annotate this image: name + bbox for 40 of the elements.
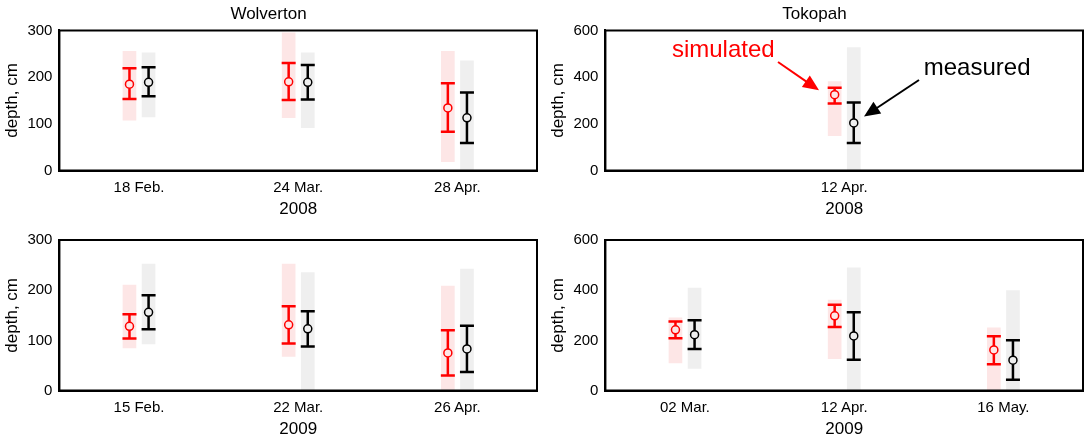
- x-tick-label: 12 Apr.: [820, 397, 868, 415]
- x-tick-label: 24 Mar.: [273, 177, 324, 195]
- chart-title: Wolverton: [230, 3, 307, 23]
- x-tick-label: 02 Mar.: [660, 397, 711, 415]
- y-tick-label: 200: [573, 114, 599, 132]
- y-tick-label: 300: [27, 230, 53, 248]
- x-tick-label: 18 Feb.: [113, 177, 165, 195]
- x-tick-label: 16 May.: [977, 397, 1030, 415]
- y-tick-label: 400: [573, 67, 599, 85]
- y-tick-label: 0: [590, 380, 599, 398]
- x-tick-label: 12 Apr.: [820, 177, 868, 195]
- y-tick-label: 600: [573, 230, 599, 248]
- y-axis-title: depth, cm: [547, 277, 567, 353]
- y-axis-title: depth, cm: [1, 277, 21, 353]
- y-tick-label: 600: [573, 20, 599, 38]
- y-tick-label: 300: [27, 20, 53, 38]
- y-tick-label: 200: [27, 67, 53, 85]
- y-axis-title: depth, cm: [1, 63, 21, 138]
- y-tick-label: 200: [573, 330, 599, 348]
- x-tick-label: 26 Apr.: [434, 397, 481, 415]
- x-axis-title: 2008: [279, 199, 318, 219]
- x-axis-title: 2009: [279, 419, 318, 439]
- y-tick-label: 100: [27, 330, 53, 348]
- text: measured: [923, 53, 1031, 81]
- x-tick-label: 28 Apr.: [434, 177, 481, 195]
- y-tick-label: 0: [44, 160, 53, 178]
- y-tick-label: 0: [590, 160, 599, 178]
- y-tick-label: 200: [27, 280, 53, 298]
- x-tick-label: 22 Mar.: [273, 397, 324, 415]
- x-axis-title: 2009: [825, 419, 864, 439]
- bar: [460, 268, 474, 391]
- y-tick-label: 400: [573, 280, 599, 298]
- y-axis-title: depth, cm: [547, 63, 567, 138]
- chart-title: Tokopah: [782, 3, 847, 23]
- y-tick-label: 0: [44, 380, 53, 398]
- bar: [460, 60, 474, 171]
- x-axis-title: 2008: [825, 199, 864, 219]
- x-tick-label: 15 Feb.: [113, 397, 165, 415]
- text: simulated: [671, 35, 775, 63]
- y-tick-label: 100: [27, 114, 53, 132]
